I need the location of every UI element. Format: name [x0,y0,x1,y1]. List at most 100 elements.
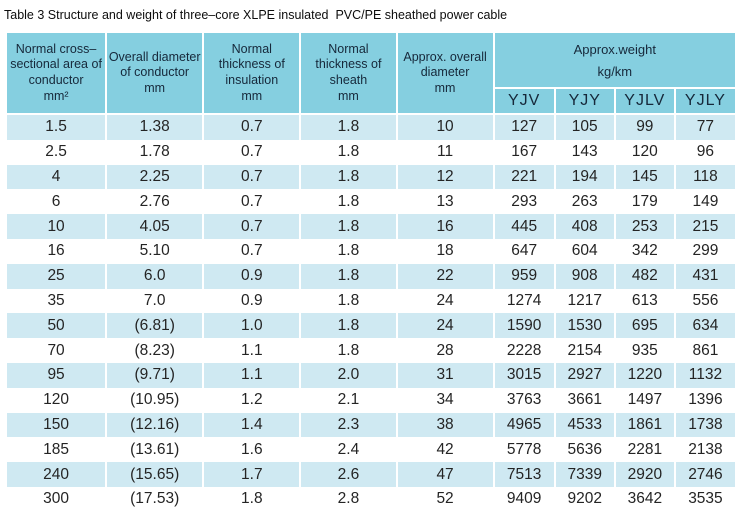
table-cell: 1.8 [299,189,398,215]
table-cell: 5778 [492,437,556,463]
header-unit: mm [241,88,263,103]
header-label: Approx. overall diameter [403,49,487,79]
table-cell: 2.8 [299,486,398,512]
table-cell: 1.38 [105,114,205,140]
table-row: 16 5.10 0.7 1.8 18 647 604 342 299 [4,238,738,264]
table-cell: 1.8 [299,313,398,339]
table-cell: 185 [4,437,108,463]
table-cell: 1.8 [299,263,398,289]
header-unit: mm [338,88,359,103]
table-cell: 1.8 [202,486,302,512]
table-cell: 18 [395,238,495,264]
header-label: Normal thickness of insulation [218,42,285,87]
header-label: Normal cross–sectional area of conductor [10,42,102,87]
table-cell: 95 [4,362,108,388]
table-cell: 7339 [553,462,616,487]
table-cell: (15.65) [105,462,205,487]
table-cell: 445 [492,214,556,239]
table-cell: 47 [395,462,495,487]
table-cell: 31 [395,362,495,388]
table-cell: 3535 [673,486,738,512]
table-cell: 9409 [492,486,556,512]
table-cell: 13 [395,189,495,215]
table-cell: 149 [673,189,738,215]
table-cell: (17.53) [105,486,205,512]
table-cell: 647 [492,238,556,264]
table-cell: 2228 [492,338,556,363]
table-cell: 408 [553,214,616,239]
table-cell: 120 [613,139,676,165]
table-cell: 6 [4,189,108,215]
table-cell: 35 [4,288,108,314]
table-cell: 5.10 [105,238,205,264]
table-cell: 1.0 [202,313,302,339]
table-cell: 1217 [553,288,616,314]
table-cell: 28 [395,338,495,363]
table-cell: 2.5 [4,139,108,165]
table-row: 70 (8.23) 1.1 1.8 28 2228 2154 935 861 [4,338,738,363]
table-cell: 1.8 [299,164,398,190]
header-sheath-thickness: Normal thickness of sheath mm [299,31,398,115]
table-cell: 9202 [553,486,616,512]
header-conductor-area: Normal cross–sectional area of conductor… [4,31,108,115]
table-cell: 3763 [492,387,556,413]
header-unit: mm [434,81,456,96]
table-row: 240 (15.65) 1.7 2.6 47 7513 7339 2920 2746 [4,462,738,487]
table-cell: 2.76 [105,189,205,215]
subheader-yjlv: YJLV [613,87,676,115]
table-cell: 908 [553,263,616,289]
table-cell: 1274 [492,288,556,314]
table-cell: (12.16) [105,412,205,438]
table-cell: 0.9 [202,288,302,314]
table-cell: 556 [673,288,738,314]
table-cell: 1.5 [4,114,108,140]
table-cell: 96 [673,139,738,165]
header-unit: mm² [43,88,69,103]
table-cell: 1220 [613,362,676,388]
table-cell: 1.4 [202,412,302,438]
table-cell: 38 [395,412,495,438]
table-row: 95 (9.71) 1.1 2.0 31 3015 2927 1220 1132 [4,362,738,388]
table-cell: 2138 [673,437,738,463]
table-cell: 0.9 [202,263,302,289]
table-row: 150 (12.16) 1.4 2.3 38 4965 4533 1861 1738 [4,412,738,438]
table-row: 4 2.25 0.7 1.8 12 221 194 145 118 [4,164,738,190]
table-cell: 299 [673,238,738,264]
table-cell: (8.23) [105,338,205,363]
header-label: Overall diameter of conductor [108,49,201,79]
table-cell: 16 [4,238,108,264]
header-weight-unit: kg/km [597,63,633,79]
table-cell: 2920 [613,462,676,487]
table-cell: 4.05 [105,214,205,239]
table-cell: 10 [395,114,495,140]
table-cell: 179 [613,189,676,215]
table-cell: 2154 [553,338,616,363]
table-cell: 2.1 [299,387,398,413]
table-cell: (9.71) [105,362,205,388]
table-cell: 2.25 [105,164,205,190]
table-cell: 1.2 [202,387,302,413]
table-cell: (6.81) [105,313,205,339]
table-cell: 4533 [553,412,616,438]
table-cell: 1.8 [299,238,398,264]
table-cell: 34 [395,387,495,413]
subheader-yjy: YJY [553,87,616,115]
table-row: 2.5 1.78 0.7 1.8 11 167 143 120 96 [4,139,738,165]
table-cell: 1.8 [299,288,398,314]
header-overall-diameter: Approx. overall diameter mm [395,31,495,115]
table-cell: 16 [395,214,495,239]
table-cell: (10.95) [105,387,205,413]
table-cell: 50 [4,313,108,339]
table-cell: 342 [613,238,676,264]
table-cell: 613 [613,288,676,314]
table-cell: 1497 [613,387,676,413]
table-cell: 1530 [553,313,616,339]
table-cell: 300 [4,486,108,512]
table-cell: 1.1 [202,338,302,363]
table-cell: 150 [4,412,108,438]
table-cell: 263 [553,189,616,215]
table-cell: 221 [492,164,556,190]
table-cell: 1.7 [202,462,302,487]
table-cell: 2.0 [299,362,398,388]
header-unit: mm [144,81,166,96]
